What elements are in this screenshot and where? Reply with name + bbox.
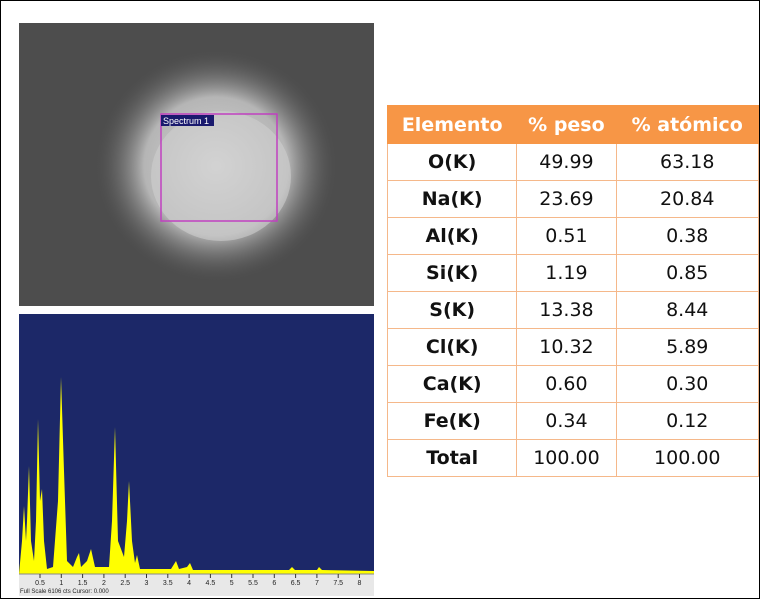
cell: Si(K) [386,254,518,292]
cell: 20.84 [615,180,759,218]
cell: 100.00 [516,439,617,477]
row: Total 100.00 100.00 [386,439,759,477]
cell: 23.69 [516,180,617,218]
axis-label: 5 [230,580,234,587]
row: Si(K) 1.19 0.85 [386,254,759,292]
row: Cl(K) 10.32 5.89 [386,328,759,366]
cell: 0.34 [516,402,617,440]
row: Na(K) 23.69 20.84 [386,180,759,218]
cell: 13.38 [516,291,617,329]
sem-image: Spectrum 1 [19,23,374,306]
cell: 8.44 [615,291,759,329]
axis-label: 5.5 [248,580,258,587]
axis-label: 1.5 [78,580,88,587]
cell: 1.19 [516,254,617,292]
axis-label: 2.5 [120,580,130,587]
cell: 49.99 [516,143,617,181]
header-row: Elemento% peso% atómico [386,105,759,144]
cell: Total [386,439,518,477]
cell: 5.89 [615,328,759,366]
axis-label: 0.5 [35,580,45,587]
cell: 10.32 [516,328,617,366]
row: Ca(K) 0.60 0.30 [386,365,759,403]
axis-label: 3 [145,580,149,587]
cell: 0.85 [615,254,759,292]
row: S(K) 13.38 8.44 [386,291,759,329]
axis-label: 6.5 [291,580,301,587]
cell: 0.51 [516,217,617,255]
header-cell: % peso [516,105,617,144]
cell: 0.38 [615,217,759,255]
header-cell: % atómico [615,105,759,144]
spectrum: 0.5 1 1.5 2 2.5 3 3.5 4 4.5 5 5.5 6 6.5 7 7.5 8 Full Sca… [19,314,374,596]
axis-label: 1 [59,580,63,587]
axis-label: 8 [358,580,362,587]
axis-label: 4.5 [206,580,216,587]
axis-label: 6 [272,580,276,587]
cell: 0.30 [615,365,759,403]
row: O(K) 49.99 63.18 [386,143,759,181]
axis-label: 2 [102,580,106,587]
row: Al(K) 0.51 0.38 [386,217,759,255]
cell: Cl(K) [386,328,518,366]
spectrum-footer: Full Scale 6106 cts Cursor: 0.000 [20,589,109,595]
cell: Al(K) [386,217,518,255]
cell: S(K) [386,291,518,329]
cell: O(K) [386,143,518,181]
cell: 0.60 [516,365,617,403]
axis-label: 4 [187,580,191,587]
axis-label: 7.5 [333,580,343,587]
axis-label: 3.5 [163,580,173,587]
composition-table: Elemento% peso% atómico O(K) 49.99 63.18 Na(… [386,105,759,477]
cell: Ca(K) [386,365,518,403]
cell: 0.12 [615,402,759,440]
cell: 100.00 [615,439,759,477]
spectrum-label: Spectrum 1 [163,116,209,126]
axis-label: 7 [315,580,319,587]
cell: Fe(K) [386,402,518,440]
cell: 63.18 [615,143,759,181]
row: Fe(K) 0.34 0.12 [386,402,759,440]
header-cell: Elemento [386,105,518,144]
cell: Na(K) [386,180,518,218]
